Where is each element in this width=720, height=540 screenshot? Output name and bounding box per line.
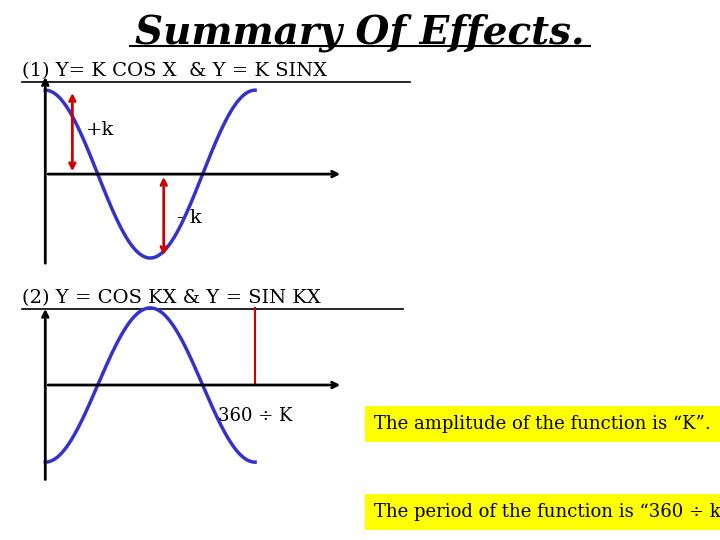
Text: 360 ÷ K: 360 ÷ K [218,407,292,425]
Text: The amplitude of the function is “K”.: The amplitude of the function is “K”. [374,415,711,433]
Text: (2) Y = COS KX & Y = SIN KX: (2) Y = COS KX & Y = SIN KX [22,289,320,307]
Text: The period of the function is “360 ÷ k”.: The period of the function is “360 ÷ k”. [374,503,720,521]
Text: - k: - k [177,209,202,227]
Text: +k: +k [86,121,114,139]
Text: (1) Y= K COS X  & Y = K SINX: (1) Y= K COS X & Y = K SINX [22,62,327,80]
Text: Summary Of Effects.: Summary Of Effects. [135,14,585,52]
